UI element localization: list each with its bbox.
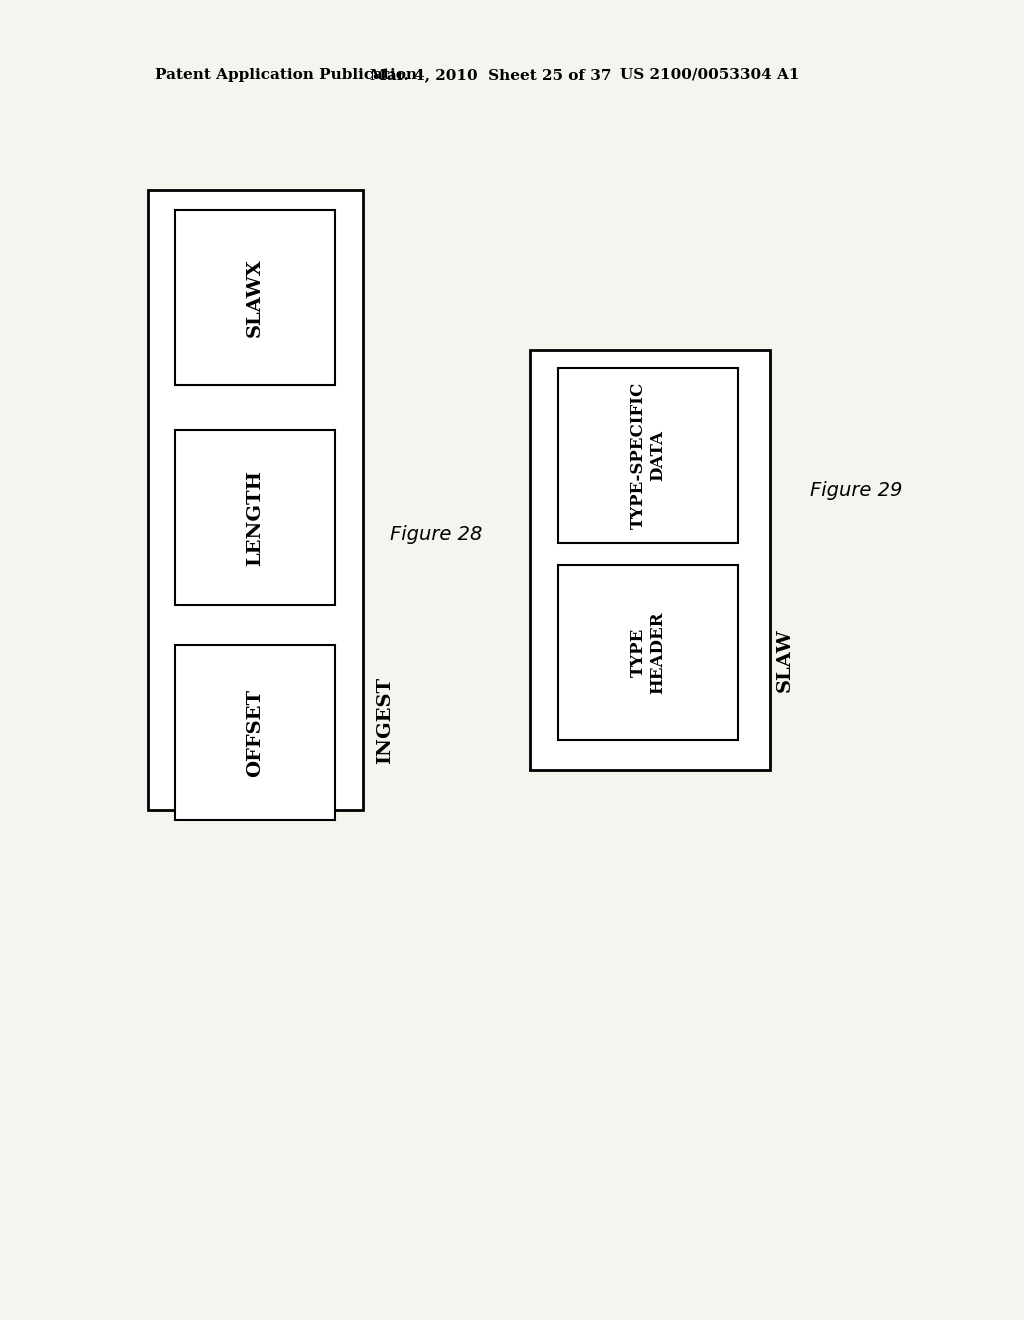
Bar xyxy=(530,350,770,770)
Text: SLAWX: SLAWX xyxy=(246,259,264,337)
Bar xyxy=(558,368,738,543)
Text: Patent Application Publication: Patent Application Publication xyxy=(155,69,417,82)
Bar xyxy=(558,565,738,741)
Bar xyxy=(175,210,335,385)
Bar xyxy=(175,645,335,820)
Text: INGEST: INGEST xyxy=(376,676,394,763)
Text: TYPE-SPECIFIC
DATA: TYPE-SPECIFIC DATA xyxy=(630,381,667,529)
Text: Figure 28: Figure 28 xyxy=(390,525,482,544)
Bar xyxy=(175,430,335,605)
Text: Mar. 4, 2010  Sheet 25 of 37: Mar. 4, 2010 Sheet 25 of 37 xyxy=(370,69,611,82)
Text: OFFSET: OFFSET xyxy=(246,689,264,776)
Text: LENGTH: LENGTH xyxy=(246,470,264,565)
Text: SLAW: SLAW xyxy=(776,628,794,692)
Text: TYPE
HEADER: TYPE HEADER xyxy=(630,611,667,694)
Bar xyxy=(148,190,362,810)
Text: US 2100/0053304 A1: US 2100/0053304 A1 xyxy=(620,69,800,82)
Text: Figure 29: Figure 29 xyxy=(810,480,902,499)
